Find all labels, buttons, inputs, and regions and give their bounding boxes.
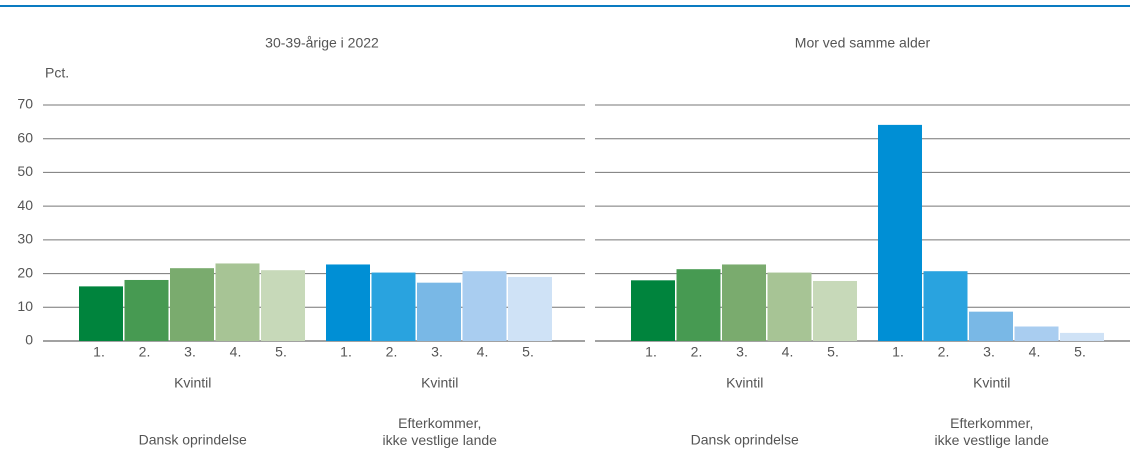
bar [767,272,812,341]
y-tick-label: 50 [17,163,33,179]
x-tick-label: 1. [93,344,105,360]
bar [417,282,461,341]
bar [326,264,370,341]
y-tick-label: 30 [17,231,33,247]
x-tick-label: 5. [522,344,534,360]
x-tick-label: 2. [139,344,151,360]
x-tick-label: 3. [431,344,443,360]
group-name: Dansk oprindelse [139,432,247,448]
x-tick-label: 5. [275,344,287,360]
bar [371,272,416,341]
bar [462,271,507,341]
bar [813,280,857,341]
y-tick-label: 20 [17,264,33,280]
x-tick-label: 1. [645,344,657,360]
panel-title: 30-39-årige i 2022 [265,35,379,51]
bar [676,269,721,341]
x-tick-label: 5. [827,344,839,360]
bar [1060,332,1104,341]
x-tick-label: 2. [938,344,950,360]
x-tick-label: 3. [736,344,748,360]
bar [1014,326,1059,341]
y-tick-label: 60 [17,129,33,145]
group-axis-label: Kvintil [973,375,1010,391]
bar [923,271,968,341]
bar [124,279,169,341]
x-tick-label: 4. [230,344,242,360]
bar [261,270,305,341]
x-tick-label: 2. [691,344,703,360]
group-axis-label: Kvintil [174,375,211,391]
y-axis-label: Pct. [45,65,69,81]
group-name: Efterkommer, ikke vestlige lande [935,415,1050,448]
x-tick-label: 4. [782,344,794,360]
bar [878,124,922,342]
y-tick-label: 40 [17,197,33,213]
group-axis-label: Kvintil [421,375,458,391]
panel-title: Mor ved samme alder [795,35,931,51]
x-tick-label: 2. [386,344,398,360]
x-tick-label: 5. [1074,344,1086,360]
y-tick-label: 0 [25,332,33,348]
x-tick-label: 1. [892,344,904,360]
bar [508,276,552,341]
group-axis-label: Kvintil [726,375,763,391]
bar [79,286,123,341]
x-tick-label: 3. [983,344,995,360]
y-tick-label: 70 [17,96,33,112]
x-tick-label: 1. [340,344,352,360]
y-tick-label: 10 [17,298,33,314]
x-tick-label: 4. [477,344,489,360]
bar [722,264,766,341]
bar [215,263,260,341]
x-tick-label: 3. [184,344,196,360]
bar [170,268,214,341]
group-name: Dansk oprindelse [691,432,799,448]
bar [631,280,675,341]
group-name: Efterkommer, ikke vestlige lande [383,415,498,448]
bar [969,311,1013,341]
x-tick-label: 4. [1029,344,1041,360]
